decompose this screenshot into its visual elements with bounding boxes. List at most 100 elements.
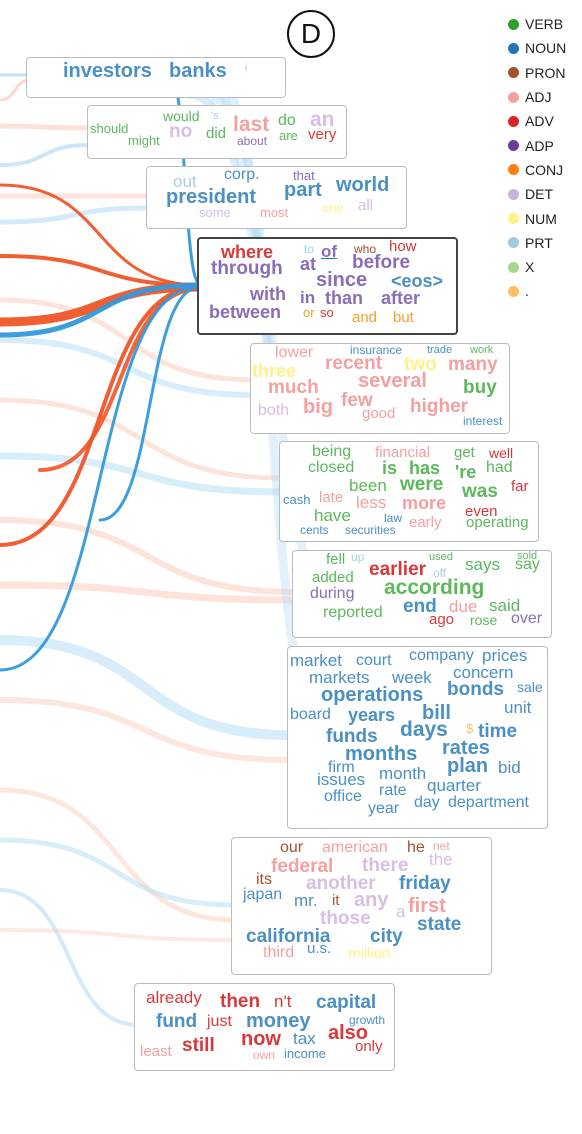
cloud-word[interactable]: rates — [442, 736, 490, 759]
cloud-word[interactable]: board — [290, 706, 331, 724]
cloud-word[interactable]: most — [260, 204, 289, 220]
cloud-word[interactable]: financial — [375, 444, 431, 462]
cloud-word[interactable]: income — [284, 1045, 326, 1061]
cloud-word[interactable]: big — [303, 395, 333, 418]
cloud-word[interactable]: with — [250, 283, 286, 304]
cloud-word[interactable]: 's — [211, 109, 219, 122]
cloud-word[interactable]: rose — [470, 611, 498, 628]
cloud-word[interactable]: sale — [517, 678, 543, 695]
cloud-word[interactable]: higher — [410, 395, 469, 417]
cloud-word[interactable]: but — [393, 309, 414, 327]
cloud-word[interactable]: get — [454, 444, 475, 462]
cloud-word[interactable]: net — [433, 838, 450, 853]
cloud-word[interactable]: only — [355, 1038, 383, 1056]
cloud-word[interactable]: operations — [321, 683, 424, 706]
cloud-word[interactable]: used — [429, 550, 453, 563]
cloud-word[interactable]: months — [345, 742, 418, 765]
cloud-word[interactable]: being — [312, 443, 352, 461]
cloud-word[interactable]: capital — [316, 991, 377, 1013]
cloud-word[interactable]: do — [278, 112, 296, 130]
cloud-word[interactable]: been — [349, 476, 387, 496]
cloud-word[interactable]: more — [402, 492, 447, 513]
cloud-word[interactable]: he — [407, 839, 425, 857]
cloud-word[interactable]: just — [207, 1013, 232, 1031]
cloud-word[interactable]: japan — [243, 886, 283, 904]
cloud-word[interactable]: or — [303, 304, 315, 320]
cloud-word[interactable]: good — [362, 405, 396, 423]
cloud-word[interactable]: fund — [156, 1010, 198, 1032]
cloud-word[interactable]: state — [417, 913, 462, 935]
cloud-word[interactable]: week — [392, 668, 432, 688]
cloud-word[interactable]: firm — [328, 759, 355, 777]
cloud-word[interactable]: corp. — [224, 166, 260, 184]
cloud-word[interactable]: a — [396, 902, 406, 922]
cloud-word[interactable]: concern — [453, 663, 514, 683]
cloud-word[interactable]: all — [358, 197, 374, 215]
word-cluster-9[interactable]: our american he net federal there the its anothe… — [231, 837, 492, 975]
cloud-word[interactable]: day — [414, 794, 440, 812]
cloud-word[interactable]: might — [128, 132, 160, 148]
cloud-word[interactable]: investors — [63, 59, 152, 82]
cloud-word[interactable]: than — [325, 287, 363, 308]
cloud-word[interactable]: still — [182, 1034, 215, 1056]
cloud-word[interactable]: law — [384, 510, 403, 525]
cloud-word[interactable]: time — [478, 720, 518, 742]
cloud-word[interactable]: is — [382, 457, 398, 478]
cloud-word[interactable]: least — [140, 1043, 172, 1061]
cloud-word[interactable]: cash — [283, 491, 311, 507]
cloud-word[interactable]: the — [429, 850, 453, 870]
cloud-word[interactable]: then — [220, 990, 261, 1012]
cloud-word[interactable]: those — [320, 907, 371, 929]
cloud-word[interactable]: securities — [345, 522, 396, 537]
cloud-word[interactable]: office — [324, 788, 362, 806]
cloud-word[interactable]: three — [252, 360, 297, 381]
cloud-word[interactable]: bid — [498, 758, 521, 778]
cloud-word[interactable]: growth — [349, 1012, 386, 1027]
cloud-word[interactable]: well — [489, 444, 514, 461]
cloud-word[interactable]: end — [403, 595, 437, 617]
cloud-word[interactable]: already — [146, 988, 202, 1008]
word-cluster-2[interactable]: would 's should might no did last about do are an v… — [87, 105, 347, 159]
cloud-word[interactable]: have — [314, 506, 351, 526]
cloud-word[interactable]: money — [246, 1009, 311, 1032]
cloud-word[interactable]: would — [163, 107, 200, 124]
cloud-word[interactable]: through — [211, 257, 283, 279]
cloud-word[interactable]: million — [348, 945, 391, 963]
word-cluster-1[interactable]: investors banks i — [26, 57, 286, 98]
cloud-word[interactable]: world — [336, 173, 390, 196]
cloud-word[interactable]: up — [351, 549, 365, 564]
cloud-word[interactable]: friday — [399, 872, 451, 894]
cloud-word[interactable]: its — [256, 871, 272, 889]
cloud-word[interactable]: off — [433, 565, 447, 580]
cloud-word[interactable]: less — [356, 493, 387, 513]
cloud-word[interactable]: how — [389, 238, 417, 256]
cloud-word[interactable]: buy — [463, 376, 497, 398]
cloud-word[interactable]: our — [280, 839, 304, 857]
cloud-word[interactable]: few — [341, 389, 373, 411]
cloud-word[interactable]: own — [253, 1047, 276, 1062]
cloud-word[interactable]: u.s. — [307, 940, 332, 958]
cloud-word[interactable]: was — [462, 480, 498, 502]
cloud-word[interactable]: say — [515, 556, 540, 574]
cloud-word[interactable]: out — [173, 172, 197, 192]
cloud-word[interactable]: added — [312, 569, 354, 587]
cloud-word[interactable]: days — [400, 717, 448, 741]
cloud-word[interactable]: in — [300, 288, 316, 308]
cloud-word[interactable]: rate — [379, 782, 407, 800]
cloud-word[interactable]: bill — [422, 701, 451, 724]
cloud-word[interactable]: court — [356, 652, 392, 670]
cloud-word[interactable]: has — [409, 457, 441, 478]
cloud-word[interactable]: years — [348, 704, 396, 725]
cloud-word[interactable]: issues — [317, 770, 366, 790]
cloud-word[interactable]: an — [310, 107, 335, 131]
cloud-word[interactable]: company — [409, 647, 474, 665]
cloud-word[interactable]: closed — [308, 459, 355, 477]
cloud-word[interactable]: bonds — [447, 678, 504, 700]
cloud-word[interactable]: lower — [275, 344, 314, 362]
cloud-word[interactable]: very — [308, 126, 337, 144]
cloud-word[interactable]: several — [358, 369, 427, 392]
cloud-word[interactable]: due — [449, 597, 478, 617]
cloud-word[interactable]: plan — [447, 754, 489, 777]
cloud-word[interactable]: i — [245, 63, 248, 75]
word-cluster-8[interactable]: market court company prices markets week conce… — [287, 646, 548, 829]
